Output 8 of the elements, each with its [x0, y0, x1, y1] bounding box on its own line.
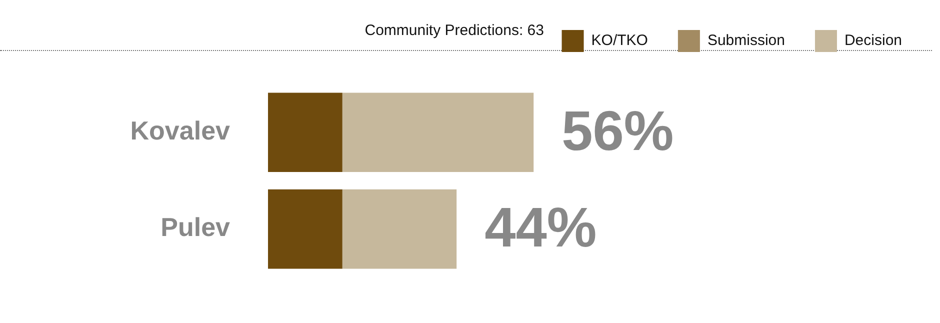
y-tick-label: Pulev: [160, 212, 231, 242]
legend-label: KO/TKO: [591, 32, 648, 50]
legend-label: Decision: [844, 32, 902, 50]
chart-title: Community Predictions: 63: [364, 22, 544, 39]
text: 56%: [562, 98, 674, 162]
y-tick-label: Kovalev: [130, 116, 231, 146]
annotation: 44%: [484, 195, 597, 258]
legend-label: Submission: [707, 32, 785, 50]
